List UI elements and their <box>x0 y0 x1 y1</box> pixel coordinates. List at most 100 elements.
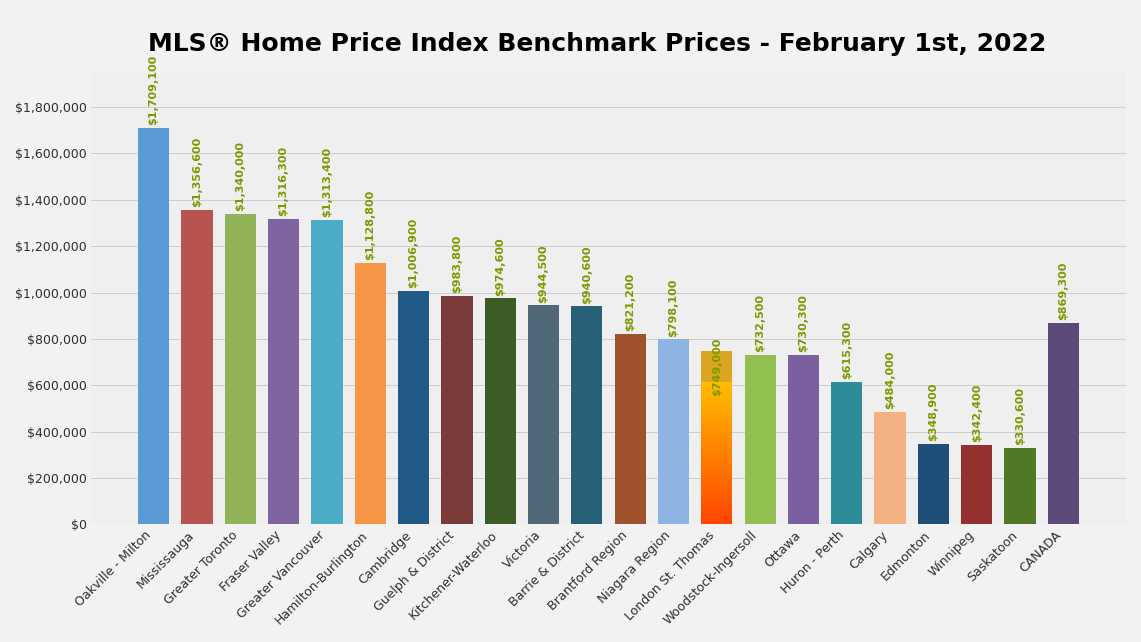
Bar <box>225 214 256 525</box>
Bar <box>702 521 733 522</box>
Bar <box>702 469 733 470</box>
Bar <box>702 387 733 388</box>
Bar <box>702 492 733 493</box>
Bar <box>702 464 733 465</box>
Bar <box>702 454 733 455</box>
Bar <box>702 395 733 396</box>
Bar <box>702 449 733 450</box>
Bar <box>702 369 733 370</box>
Text: $1,128,800: $1,128,800 <box>365 189 375 260</box>
Bar <box>615 334 646 525</box>
Bar <box>702 361 733 362</box>
Bar <box>702 386 733 387</box>
Bar <box>528 306 559 525</box>
Bar <box>702 377 733 379</box>
Bar <box>702 435 733 436</box>
Bar <box>702 506 733 507</box>
Bar <box>702 432 733 433</box>
Bar <box>702 433 733 434</box>
Bar <box>702 480 733 481</box>
Bar <box>702 408 733 409</box>
Bar <box>702 434 733 435</box>
Bar <box>442 296 472 525</box>
Bar <box>702 450 733 451</box>
Bar <box>702 459 733 460</box>
Bar <box>702 421 733 422</box>
Bar <box>702 416 733 417</box>
Text: $615,300: $615,300 <box>842 321 852 379</box>
Bar <box>745 354 776 525</box>
Bar <box>702 475 733 476</box>
Bar <box>702 388 733 389</box>
Bar <box>702 436 733 437</box>
Bar <box>702 354 733 355</box>
Bar <box>702 463 733 464</box>
Text: $1,313,400: $1,313,400 <box>322 147 332 217</box>
Bar <box>702 392 733 394</box>
Bar <box>702 368 733 369</box>
Bar <box>702 495 733 496</box>
Bar <box>702 499 733 500</box>
Text: $974,600: $974,600 <box>495 237 505 295</box>
Text: $1,709,100: $1,709,100 <box>148 55 159 125</box>
Bar <box>311 220 342 525</box>
Text: $484,000: $484,000 <box>885 351 895 410</box>
Bar <box>831 382 863 525</box>
Bar <box>702 443 733 444</box>
Bar <box>702 444 733 446</box>
Bar <box>702 461 733 462</box>
Bar <box>702 417 733 419</box>
Text: $944,500: $944,500 <box>539 244 549 302</box>
Bar <box>181 210 212 525</box>
Bar <box>702 513 733 514</box>
Bar <box>702 438 733 439</box>
Bar <box>702 407 733 408</box>
Bar <box>702 367 733 368</box>
Bar <box>702 460 733 461</box>
Bar <box>702 440 733 441</box>
Bar <box>702 488 733 489</box>
Text: $869,300: $869,300 <box>1059 262 1068 320</box>
Bar <box>702 516 733 517</box>
Bar <box>702 455 733 456</box>
Text: $1,006,900: $1,006,900 <box>408 218 419 288</box>
Bar <box>702 496 733 497</box>
Bar <box>702 411 733 412</box>
Bar <box>702 373 733 374</box>
Bar <box>702 397 733 399</box>
Bar <box>702 468 733 469</box>
Bar <box>702 381 733 382</box>
Bar <box>702 448 733 449</box>
Bar <box>398 291 429 525</box>
Bar <box>702 391 733 392</box>
Bar <box>702 441 733 442</box>
Bar <box>961 445 993 525</box>
Bar <box>702 489 733 490</box>
Bar <box>702 362 733 363</box>
Bar <box>702 507 733 508</box>
Bar <box>702 382 733 383</box>
Bar <box>702 490 733 491</box>
Text: $330,600: $330,600 <box>1015 387 1025 445</box>
Bar <box>702 426 733 427</box>
Bar <box>702 481 733 482</box>
Bar <box>702 414 733 415</box>
Bar <box>702 439 733 440</box>
Bar <box>702 451 733 453</box>
Bar <box>702 458 733 459</box>
Bar <box>917 444 949 525</box>
Bar <box>702 517 733 518</box>
Bar <box>702 471 733 473</box>
Bar <box>702 351 733 352</box>
Bar <box>702 502 733 503</box>
Bar <box>702 487 733 488</box>
Bar <box>702 503 733 505</box>
Bar <box>702 364 733 365</box>
Bar <box>138 128 169 525</box>
Bar <box>702 404 733 406</box>
Bar <box>702 390 733 391</box>
Bar <box>702 380 733 381</box>
Bar <box>702 409 733 410</box>
Bar <box>702 358 733 360</box>
Bar <box>702 399 733 400</box>
